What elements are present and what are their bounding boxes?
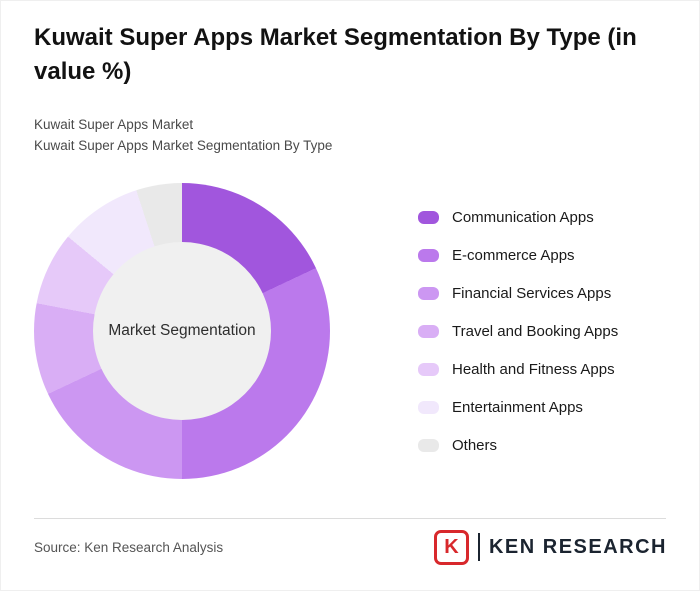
donut-chart: Market Segmentation (34, 183, 330, 479)
legend-label: Others (452, 436, 498, 454)
source-text: Source: Ken Research Analysis (34, 540, 224, 555)
subtitle-block: Kuwait Super Apps Market Kuwait Super Ap… (34, 114, 332, 156)
logo-letter: K (444, 536, 459, 558)
ken-research-logo: K KEN RESEARCH (433, 528, 667, 566)
legend-item: E-commerce Apps (418, 246, 618, 264)
legend-label: Health and Fitness Apps (452, 360, 615, 378)
subtitle-line-1: Kuwait Super Apps Market (34, 117, 194, 132)
donut-center-label: Market Segmentation (108, 322, 256, 339)
legend-swatch (418, 248, 439, 262)
legend-label: Travel and Booking Apps (452, 322, 619, 340)
legend-label: E-commerce Apps (452, 246, 575, 264)
brand-name: KEN RESEARCH (488, 535, 667, 558)
legend-item: Travel and Booking Apps (418, 322, 618, 340)
legend-label: Communication Apps (452, 208, 594, 226)
legend-item: Communication Apps (418, 208, 618, 226)
legend-label: Financial Services Apps (452, 284, 612, 302)
legend-item: Financial Services Apps (418, 284, 618, 302)
legend: Communication Apps E-commerce Apps Financi… (418, 208, 618, 454)
footer-divider (34, 518, 666, 519)
legend-swatch (418, 324, 439, 338)
page-title: Kuwait Super Apps Market Segmentation By… (34, 24, 637, 85)
legend-swatch (418, 438, 439, 452)
ken-research-logo-mark: K (433, 529, 469, 565)
legend-swatch (418, 210, 439, 224)
donut-center: Market Segmentation (93, 242, 271, 420)
logo-divider (477, 533, 480, 561)
legend-item: Entertainment Apps (418, 398, 618, 416)
legend-item: Health and Fitness Apps (418, 360, 618, 378)
subtitle-line-2: Kuwait Super Apps Market Segmentation By… (34, 138, 333, 153)
legend-swatch (418, 362, 439, 376)
legend-swatch (418, 286, 439, 300)
legend-item: Others (418, 436, 618, 454)
legend-label: Entertainment Apps (452, 398, 583, 416)
legend-swatch (418, 400, 439, 414)
